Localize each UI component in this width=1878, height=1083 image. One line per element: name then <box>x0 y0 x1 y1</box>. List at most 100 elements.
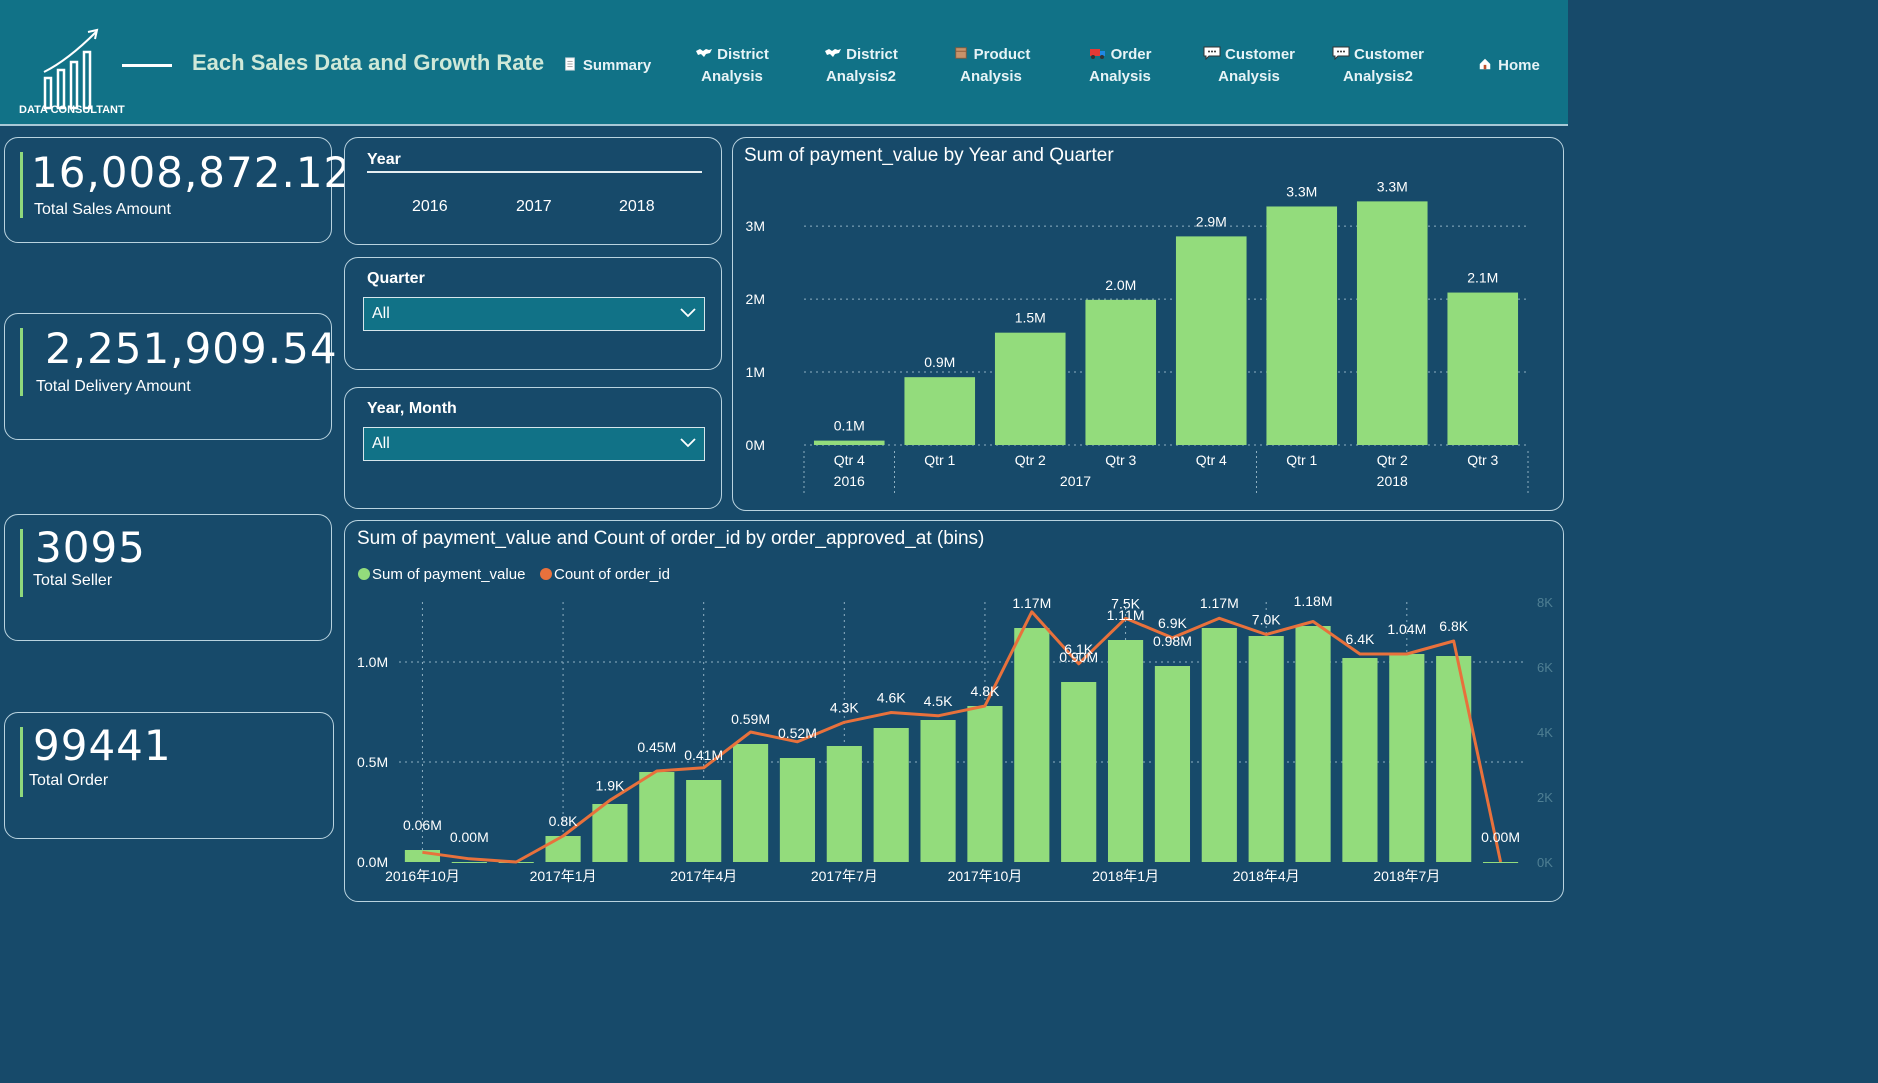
bar <box>813 440 885 445</box>
bar <box>1201 628 1237 862</box>
year-option-2016[interactable]: 2016 <box>412 198 448 215</box>
kpi-label: Total Seller <box>33 572 113 589</box>
nav-label: Analysis <box>960 68 1022 85</box>
line-data-label: 4.5K <box>924 693 953 709</box>
bar <box>1061 682 1097 862</box>
data-label: 2.0M <box>1105 277 1136 293</box>
x-group-label: 2018 <box>1377 473 1408 489</box>
nav-order-analysis[interactable]: Order Analysis <box>1078 44 1162 92</box>
data-label: 3.3M <box>1377 178 1408 194</box>
year-option-2018[interactable]: 2018 <box>619 198 655 215</box>
nav-summary[interactable]: Summary <box>556 55 656 103</box>
kpi-card-total-seller: 3095 Total Seller <box>4 514 332 641</box>
bar-data-label: 0.52M <box>778 725 817 741</box>
x-tick-label: Qtr 2 <box>1377 452 1408 468</box>
page-title: Each Sales Data and Growth Rate <box>192 50 545 75</box>
nav-label: Order <box>1110 46 1152 63</box>
bar <box>732 744 769 862</box>
x-tick-label: 2017年10月 <box>948 868 1023 884</box>
header-bar: DATA CONSULTANT Each Sales Data and Grow… <box>0 0 1568 126</box>
year-option-2017[interactable]: 2017 <box>516 198 552 215</box>
nav-district-analysis[interactable]: District Analysis <box>686 44 778 92</box>
y-tick-label: 3M <box>746 218 765 234</box>
nav-label: Analysis2 <box>1342 68 1414 85</box>
bar <box>1447 292 1519 445</box>
kpi-label: Total Order <box>29 772 109 789</box>
bar-data-label: 1.11M <box>1107 607 1145 623</box>
nav-home[interactable]: Home <box>1468 55 1548 103</box>
kpi-card-total-order: 99441 Total Order <box>4 712 334 839</box>
x-tick-label: 2018年1月 <box>1092 868 1159 884</box>
y-tick-label: 0.5M <box>357 754 388 770</box>
x-tick-label: Qtr 4 <box>834 452 865 468</box>
bar <box>994 332 1066 445</box>
y-tick-label: 0.0M <box>357 854 388 870</box>
dropdown-value: All <box>372 435 390 452</box>
y2-tick-label: 8K <box>1537 595 1553 610</box>
y2-tick-label: 2K <box>1537 790 1553 805</box>
nav-label: Summary <box>582 57 652 74</box>
nav-customer-analysis2[interactable]: Customer Analysis2 <box>1325 44 1431 92</box>
nav-label: Analysis <box>1218 68 1280 85</box>
y2-tick-label: 6K <box>1537 660 1553 675</box>
bar-data-label: 0.00M <box>1481 829 1520 845</box>
kpi-card-total-sales: 16,008,872.12 Total Sales Amount <box>4 137 350 243</box>
x-group-label: 2017 <box>1060 473 1091 489</box>
data-label: 3.3M <box>1286 183 1317 199</box>
x-tick-label: 2017年7月 <box>811 868 878 884</box>
nav-district-analysis2[interactable]: District Analysis2 <box>815 44 907 92</box>
nav-customer-analysis[interactable]: Customer Analysis <box>1196 44 1302 92</box>
legend-marker-payment <box>358 568 370 580</box>
bar-data-label: 0.45M <box>637 739 676 755</box>
nav-product-analysis[interactable]: Product Analysis <box>944 44 1038 92</box>
world-map-icon <box>825 49 842 57</box>
chart-title: Sum of payment_value and Count of order_… <box>357 528 985 549</box>
quarter-dropdown[interactable]: All <box>363 297 705 331</box>
bar <box>967 706 1003 862</box>
legend-marker-order-count <box>540 568 552 580</box>
bar <box>1014 628 1050 862</box>
year-month-slicer: Year, Month All <box>344 387 722 509</box>
bar <box>826 746 862 862</box>
nav-label: Product <box>973 46 1031 63</box>
series-line <box>422 610 1503 864</box>
bar <box>904 377 976 445</box>
bar-data-label: 1.17M <box>1200 595 1239 611</box>
bar <box>1266 206 1338 445</box>
kpi-value: 2,251,909.54 <box>45 324 338 373</box>
bar <box>1085 299 1157 445</box>
bar <box>1342 658 1378 862</box>
accent-bar <box>20 152 23 218</box>
x-group-label: 2016 <box>834 473 865 489</box>
line-data-label: 6.4K <box>1346 631 1375 647</box>
divider-line <box>122 64 172 67</box>
nav-label: Analysis2 <box>825 68 897 85</box>
growth-chart-logo-icon <box>43 28 99 110</box>
bar <box>920 720 956 862</box>
kpi-value: 99441 <box>33 721 172 770</box>
x-tick-label: Qtr 2 <box>1015 452 1046 468</box>
y-tick-label: 1.0M <box>357 654 388 670</box>
box-icon <box>954 47 967 59</box>
line-data-label: 7.0K <box>1252 612 1281 628</box>
quarter-slicer: Quarter All <box>344 257 722 370</box>
line-data-label: 1.9K <box>596 777 625 793</box>
line-data-label: 0.8K <box>549 813 578 829</box>
y2-tick-label: 0K <box>1537 855 1553 870</box>
nav-label: Home <box>1498 57 1540 74</box>
year-slicer: Year 2016 2017 2018 <box>344 137 722 245</box>
bar-data-label: 1.18M <box>1294 593 1333 609</box>
year-month-dropdown[interactable]: All <box>363 427 705 461</box>
kpi-value: 16,008,872.12 <box>31 148 352 197</box>
nav-label: Customer <box>1353 46 1424 63</box>
x-tick-label: Qtr 1 <box>924 452 955 468</box>
bar-data-label: 0.98M <box>1153 633 1192 649</box>
chart-title: Sum of payment_value by Year and Quarter <box>744 145 1114 166</box>
slicer-title: Year, Month <box>367 400 457 417</box>
bar <box>1175 236 1247 445</box>
quarter-bar-chart: 0M 1M 2M 3M 0.1M Qtr 4 0.9M Qtr 1 1.5M Qtr 2 2.0M Q… <box>746 178 1529 493</box>
bar <box>1154 666 1191 862</box>
document-icon <box>565 57 575 71</box>
bar <box>592 804 628 862</box>
data-label: 1.5M <box>1015 310 1046 326</box>
